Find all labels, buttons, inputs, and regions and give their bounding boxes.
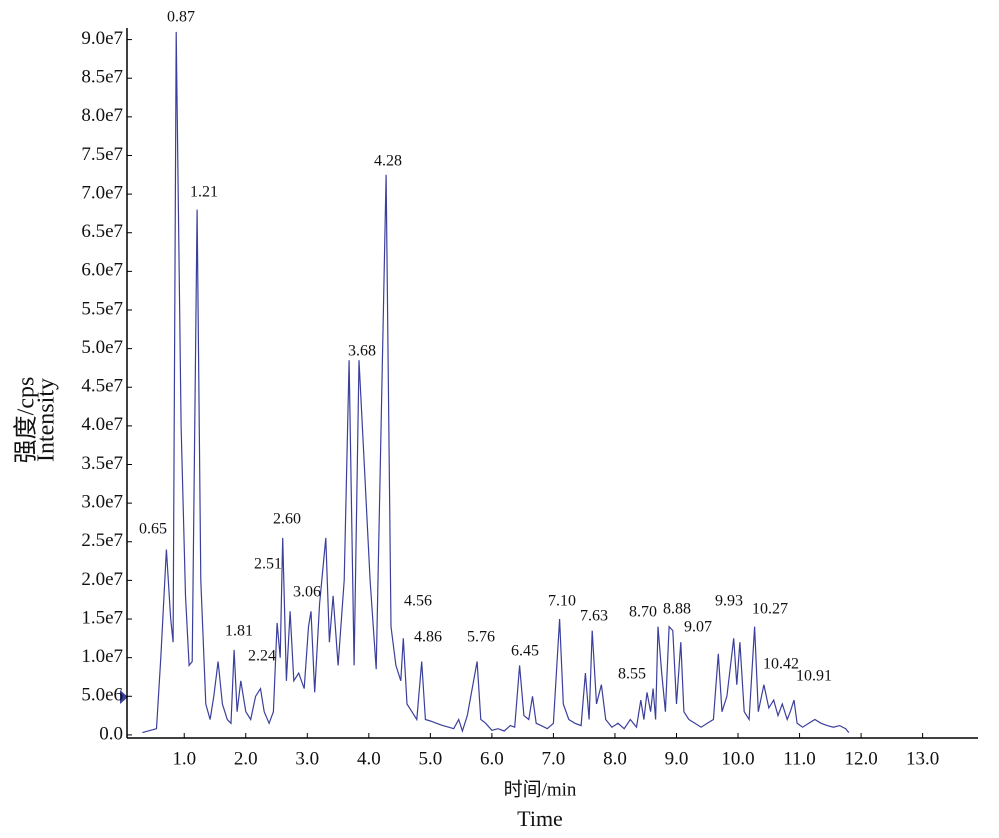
trace xyxy=(142,31,850,734)
x-tick-label: 2.0 xyxy=(234,748,258,769)
peak-label: 5.76 xyxy=(467,629,495,646)
peak-label: 1.81 xyxy=(225,623,253,640)
peak-label: 9.07 xyxy=(684,619,712,636)
y-tick-label: 8.5e7 xyxy=(81,67,123,88)
x-tick-label: 4.0 xyxy=(357,748,381,769)
y-tick-label: 9.0e7 xyxy=(81,28,123,49)
x-tick-label: 8.0 xyxy=(603,748,627,769)
y-tick-label: 7.5e7 xyxy=(81,144,123,165)
peak-label: 8.70 xyxy=(629,604,657,621)
peak-label: 10.27 xyxy=(752,601,788,618)
y-tick-label: 1.0e7 xyxy=(81,646,123,667)
peak-label: 10.42 xyxy=(763,656,799,673)
x-tick-label: 13.0 xyxy=(906,748,939,769)
peak-label: 10.91 xyxy=(796,668,832,685)
peak-label: 6.45 xyxy=(511,643,539,660)
x-tick-label: 6.0 xyxy=(480,748,504,769)
x-axis-label-en: Time xyxy=(517,806,563,831)
y-tick-label: 5.5e7 xyxy=(81,298,123,319)
peak-label: 0.87 xyxy=(167,9,195,26)
x-tick-label: 9.0 xyxy=(665,748,689,769)
x-tick-label: 1.0 xyxy=(172,748,196,769)
peak-label: 4.86 xyxy=(414,629,442,646)
peak-label: 1.21 xyxy=(190,184,218,201)
peak-label: 2.60 xyxy=(273,511,301,528)
peak-label: 2.51 xyxy=(254,556,282,573)
y-tick-label: 0.0 xyxy=(99,723,123,744)
peak-label: 8.88 xyxy=(663,601,691,618)
x-tick-label: 11.0 xyxy=(783,748,816,769)
peak-label: 3.06 xyxy=(293,584,321,601)
y-tick-label: 8.0e7 xyxy=(81,105,123,126)
y-tick-label: 4.0e7 xyxy=(81,414,123,435)
peak-label: 7.63 xyxy=(580,608,608,625)
x-tick-label: 10.0 xyxy=(721,748,754,769)
y-tick-label: 2.0e7 xyxy=(81,569,123,590)
y-tick-label: 5.0e7 xyxy=(81,337,123,358)
peak-label: 7.10 xyxy=(548,593,576,610)
peak-label: 9.93 xyxy=(715,593,743,610)
y-tick-label: 2.5e7 xyxy=(81,530,123,551)
marker-arrow xyxy=(120,690,128,704)
peak-label: 8.55 xyxy=(618,666,646,683)
y-tick-label: 5.0e6 xyxy=(81,685,123,706)
peak-label: 0.65 xyxy=(139,521,167,538)
y-tick-label: 4.5e7 xyxy=(81,376,123,397)
y-tick-label: 6.0e7 xyxy=(81,260,123,281)
y-axis-label: 强度/cps xyxy=(13,377,40,464)
y-tick-label: 7.0e7 xyxy=(81,182,123,203)
y-tick-label: 1.5e7 xyxy=(81,607,123,628)
y-tick-label: 6.5e7 xyxy=(81,221,123,242)
peak-label: 4.28 xyxy=(374,153,402,170)
x-axis-label: 时间/min xyxy=(504,778,577,800)
y-tick-label: 3.0e7 xyxy=(81,491,123,512)
y-tick-label: 3.5e7 xyxy=(81,453,123,474)
x-tick-label: 3.0 xyxy=(295,748,319,769)
x-tick-label: 5.0 xyxy=(418,748,442,769)
y-axis-label-en: Intensity xyxy=(34,378,60,462)
peak-label: 4.56 xyxy=(404,593,432,610)
x-tick-label: 12.0 xyxy=(844,748,877,769)
x-tick-label: 7.0 xyxy=(542,748,566,769)
peak-label: 2.24 xyxy=(248,648,276,665)
peak-label: 3.68 xyxy=(348,343,376,360)
